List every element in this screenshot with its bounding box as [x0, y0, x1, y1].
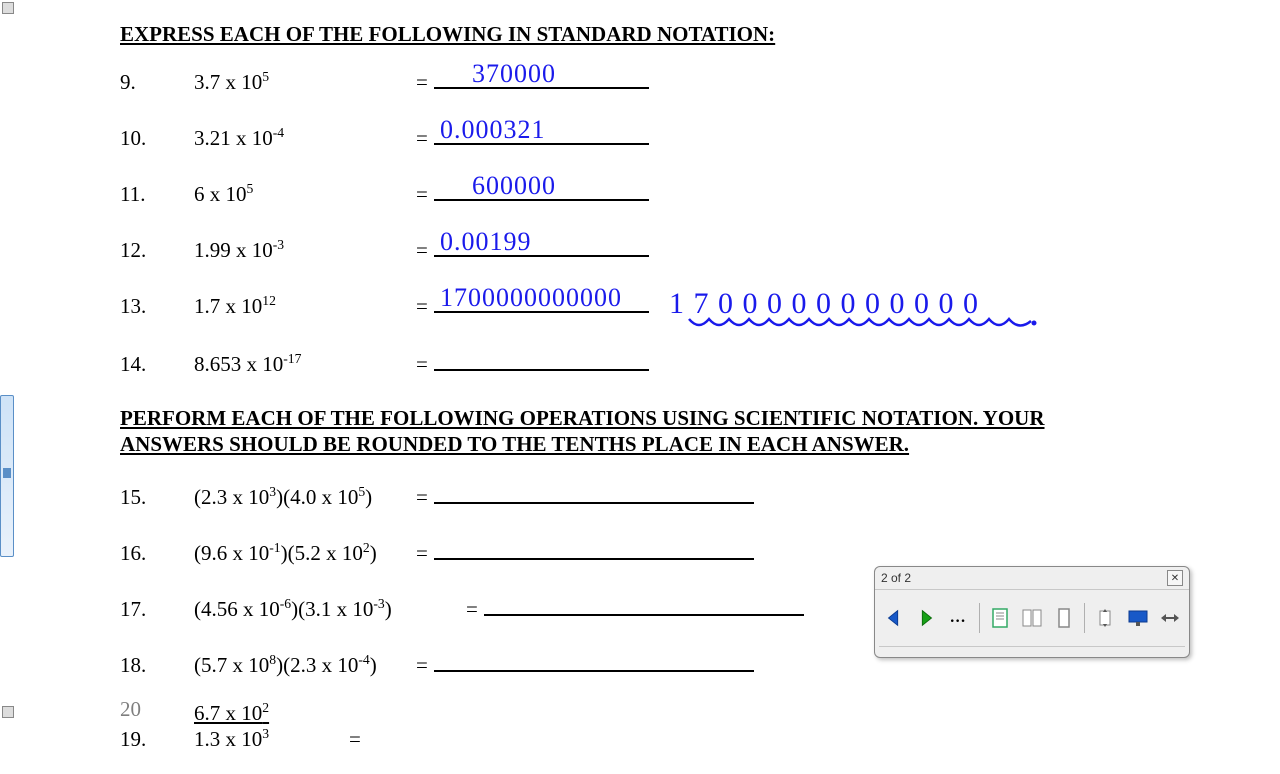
problem-row: 15.(2.3 x 103)(4.0 x 105)= — [120, 476, 1220, 510]
problem-number: 15. — [120, 485, 194, 510]
handwritten-answer: 370000 — [472, 59, 556, 89]
equals-sign: = — [416, 653, 434, 678]
section1-heading: EXPRESS EACH OF THE FOLLOWING IN STANDAR… — [120, 22, 1220, 47]
scrollbar-grip[interactable] — [3, 468, 11, 478]
navigation-toolbar[interactable]: 2 of 2 ✕ … — [874, 566, 1190, 658]
worksheet-content: EXPRESS EACH OF THE FOLLOWING IN STANDAR… — [120, 22, 1220, 774]
answer-blank — [434, 476, 754, 504]
fraction-bottom-exp: 3 — [262, 726, 269, 741]
problem-expression: (4.56 x 10-6)(3.1 x 10-3) — [194, 596, 466, 622]
more-icon[interactable]: … — [943, 600, 973, 636]
handwritten-annotation: 1 7 0 0 0 0 0 0 0 0 0 0 0 — [669, 287, 979, 321]
answer-blank: 370000 — [434, 61, 649, 89]
prev-page-button[interactable] — [879, 600, 909, 636]
handwritten-answer: 600000 — [472, 171, 556, 201]
ruler-marker-bottom — [2, 706, 14, 718]
problem-row: 13.1.7 x 1012=1700000000000 1 7 0 0 0 0 0… — [120, 285, 1220, 321]
problem-number: 11. — [120, 182, 194, 207]
problem-expression: 1.99 x 10-3 — [194, 237, 416, 263]
close-icon[interactable]: ✕ — [1167, 570, 1183, 586]
ruler-marker-top — [2, 2, 14, 14]
two-page-icon[interactable] — [1017, 600, 1047, 636]
toolbar-footer — [879, 646, 1185, 657]
problem-row: 10.3.21 x 10-4=0.000321 — [120, 117, 1220, 151]
handwritten-answer: 0.000321 — [440, 115, 546, 145]
fit-page-icon[interactable] — [1090, 600, 1120, 636]
problem-row: 16.(9.6 x 10-1)(5.2 x 102)= — [120, 532, 1220, 566]
problem-row: 11.6 x 105= 600000 — [120, 173, 1220, 207]
fraction-top-exp: 2 — [262, 700, 269, 715]
problem-expression: 8.653 x 10-17 — [194, 351, 416, 377]
problem-expression: (5.7 x 108)(2.3 x 10-4) — [194, 652, 416, 678]
page-indicator: 2 of 2 — [881, 571, 911, 585]
equals-sign: = — [416, 541, 434, 566]
equals-sign: = — [416, 238, 434, 263]
answer-blank: 0.000321 — [434, 117, 649, 145]
answer-blank: 0.00199 — [434, 229, 649, 257]
problem-row: 12.1.99 x 10-3=0.00199 — [120, 229, 1220, 263]
equals-sign: = — [416, 126, 434, 151]
partial-next-row: 20 — [120, 697, 141, 722]
answer-blank — [434, 532, 754, 560]
fit-width-icon[interactable] — [1155, 600, 1185, 636]
fraction-bottom: 1.3 x 10 — [194, 727, 262, 751]
answer-blank: 600000 — [434, 173, 649, 201]
problem-expression: (2.3 x 103)(4.0 x 105) — [194, 484, 416, 510]
problem-expression: 3.21 x 10-4 — [194, 125, 416, 151]
problem-number: 9. — [120, 70, 194, 95]
equals-sign: = — [416, 485, 434, 510]
equals-sign: = — [416, 294, 434, 319]
answer-blank — [434, 343, 649, 371]
page-width-icon[interactable] — [1049, 600, 1079, 636]
scrollbar-left[interactable] — [0, 395, 14, 557]
problem-number: 19. — [120, 727, 194, 752]
problem-expression: (9.6 x 10-1)(5.2 x 102) — [194, 540, 416, 566]
presentation-icon[interactable] — [1123, 600, 1153, 636]
separator — [1084, 603, 1085, 633]
problem-number: 18. — [120, 653, 194, 678]
problem-number: 14. — [120, 352, 194, 377]
problem-number: 13. — [120, 294, 194, 319]
answer-blank: 1700000000000 — [434, 285, 649, 313]
answer-blank — [484, 588, 804, 616]
problem-number: 10. — [120, 126, 194, 151]
equals-sign: = — [349, 727, 367, 752]
equals-sign: = — [416, 352, 434, 377]
answer-blank — [434, 644, 754, 672]
problem-number: 17. — [120, 597, 194, 622]
handwritten-answer: 1700000000000 — [440, 283, 622, 313]
equals-sign: = — [466, 597, 484, 622]
problem-number: 16. — [120, 541, 194, 566]
handwritten-answer: 0.00199 — [440, 227, 532, 257]
equals-sign: = — [416, 182, 434, 207]
problem-number: 12. — [120, 238, 194, 263]
next-page-button[interactable] — [911, 600, 941, 636]
problem-row: 19. 6.7 x 102 1.3 x 103 = — [120, 700, 1220, 752]
equals-sign: = — [416, 70, 434, 95]
section2-heading: PERFORM EACH OF THE FOLLOWING OPERATIONS… — [120, 405, 1090, 458]
toolbar-header[interactable]: 2 of 2 ✕ — [875, 567, 1189, 590]
problem-expression: 6 x 105 — [194, 181, 416, 207]
problem-row: 14.8.653 x 10-17= — [120, 343, 1220, 377]
problem-row: 9.3.7 x 105= 370000 — [120, 61, 1220, 95]
single-page-icon[interactable] — [985, 600, 1015, 636]
problem-expression: 3.7 x 105 — [194, 69, 416, 95]
fraction-top: 6.7 x 10 — [194, 701, 262, 725]
problem-expression: 1.7 x 1012 — [194, 293, 416, 319]
separator — [979, 603, 980, 633]
toolbar-body: … — [875, 590, 1189, 646]
problem-expression: 6.7 x 102 1.3 x 103 — [194, 700, 349, 752]
